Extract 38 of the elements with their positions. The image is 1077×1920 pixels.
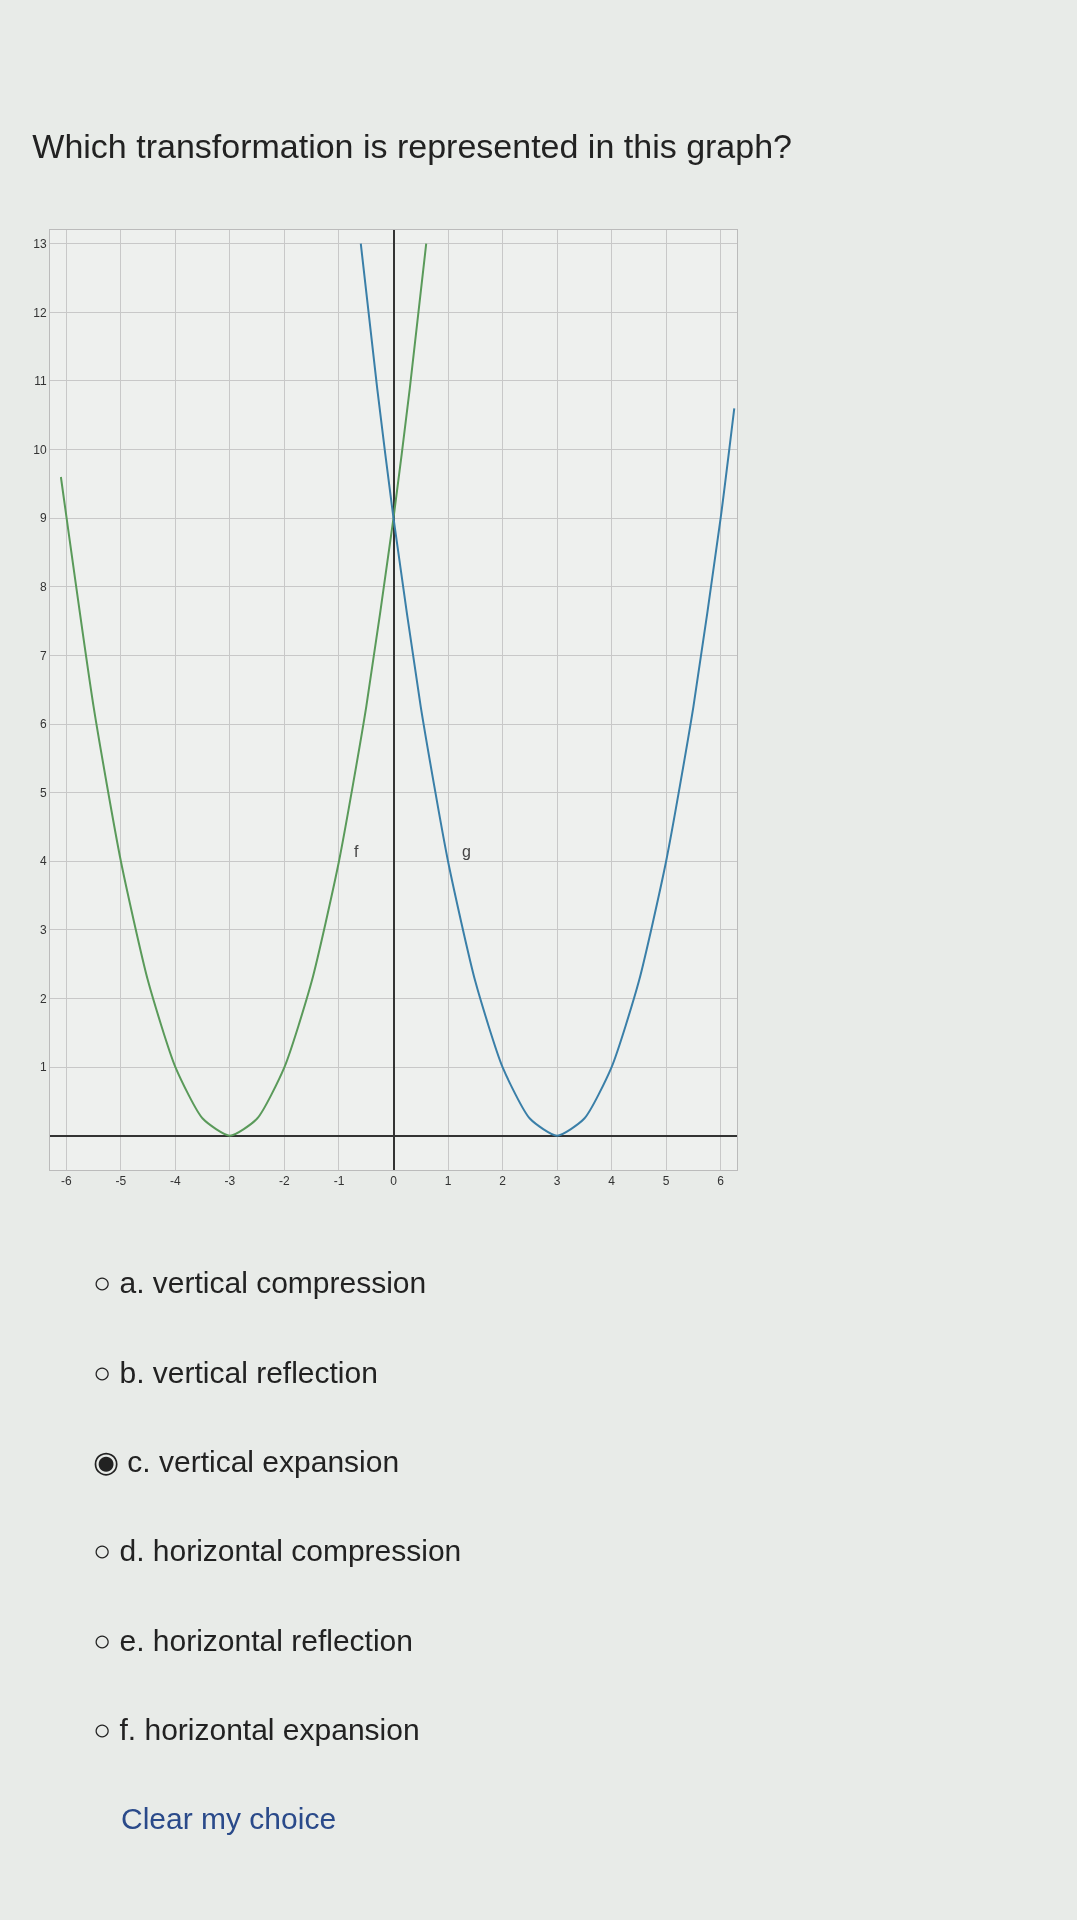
y-tick-label: 11 bbox=[34, 374, 47, 389]
y-tick-label: 10 bbox=[33, 442, 47, 457]
y-tick-label: 13 bbox=[33, 236, 47, 251]
x-tick-label: 2 bbox=[499, 1174, 507, 1189]
x-tick-label: 3 bbox=[553, 1174, 561, 1189]
y-tick-label: 5 bbox=[39, 785, 47, 800]
y-tick-label: 8 bbox=[39, 579, 47, 594]
x-tick-label: -4 bbox=[170, 1174, 182, 1189]
y-tick-label: 1 bbox=[39, 1060, 47, 1075]
x-tick-label: -3 bbox=[224, 1174, 236, 1189]
series-label: f bbox=[354, 843, 359, 860]
x-tick-label: 4 bbox=[608, 1174, 616, 1189]
y-tick-label: 12 bbox=[33, 305, 47, 320]
y-tick-label: 3 bbox=[39, 923, 47, 938]
y-tick-label: 4 bbox=[39, 854, 47, 869]
x-tick-label: -2 bbox=[279, 1174, 291, 1189]
x-tick-label: 6 bbox=[717, 1174, 725, 1189]
y-tick-label: 2 bbox=[39, 991, 47, 1006]
text: ○ e. horizontal reflection bbox=[93, 1624, 413, 1657]
line-series bbox=[59, 242, 428, 1137]
x-tick-label: -1 bbox=[333, 1174, 345, 1189]
y-tick-label: 9 bbox=[39, 511, 47, 526]
text: ◉ c. vertical expansion bbox=[93, 1445, 400, 1478]
text: ○ a. vertical compression bbox=[93, 1266, 427, 1299]
series-label: g bbox=[462, 843, 471, 860]
x-tick-label: -6 bbox=[61, 1174, 73, 1189]
text: ○ f. horizontal expansion bbox=[93, 1713, 420, 1746]
text: ○ d. horizontal compression bbox=[93, 1534, 462, 1567]
x-tick-label: -5 bbox=[115, 1174, 127, 1189]
x-tick-label: 0 bbox=[390, 1174, 398, 1189]
text: ○ b. vertical reflection bbox=[93, 1356, 378, 1389]
line-series bbox=[359, 242, 736, 1137]
x-tick-label: 5 bbox=[662, 1174, 670, 1189]
y-tick-label: 7 bbox=[39, 648, 47, 663]
y-tick-label: 6 bbox=[39, 717, 47, 732]
x-tick-label: 1 bbox=[444, 1174, 452, 1189]
chart-title: Which transformation is represented in this graph? bbox=[32, 127, 793, 166]
text: Clear my choice bbox=[121, 1802, 337, 1835]
